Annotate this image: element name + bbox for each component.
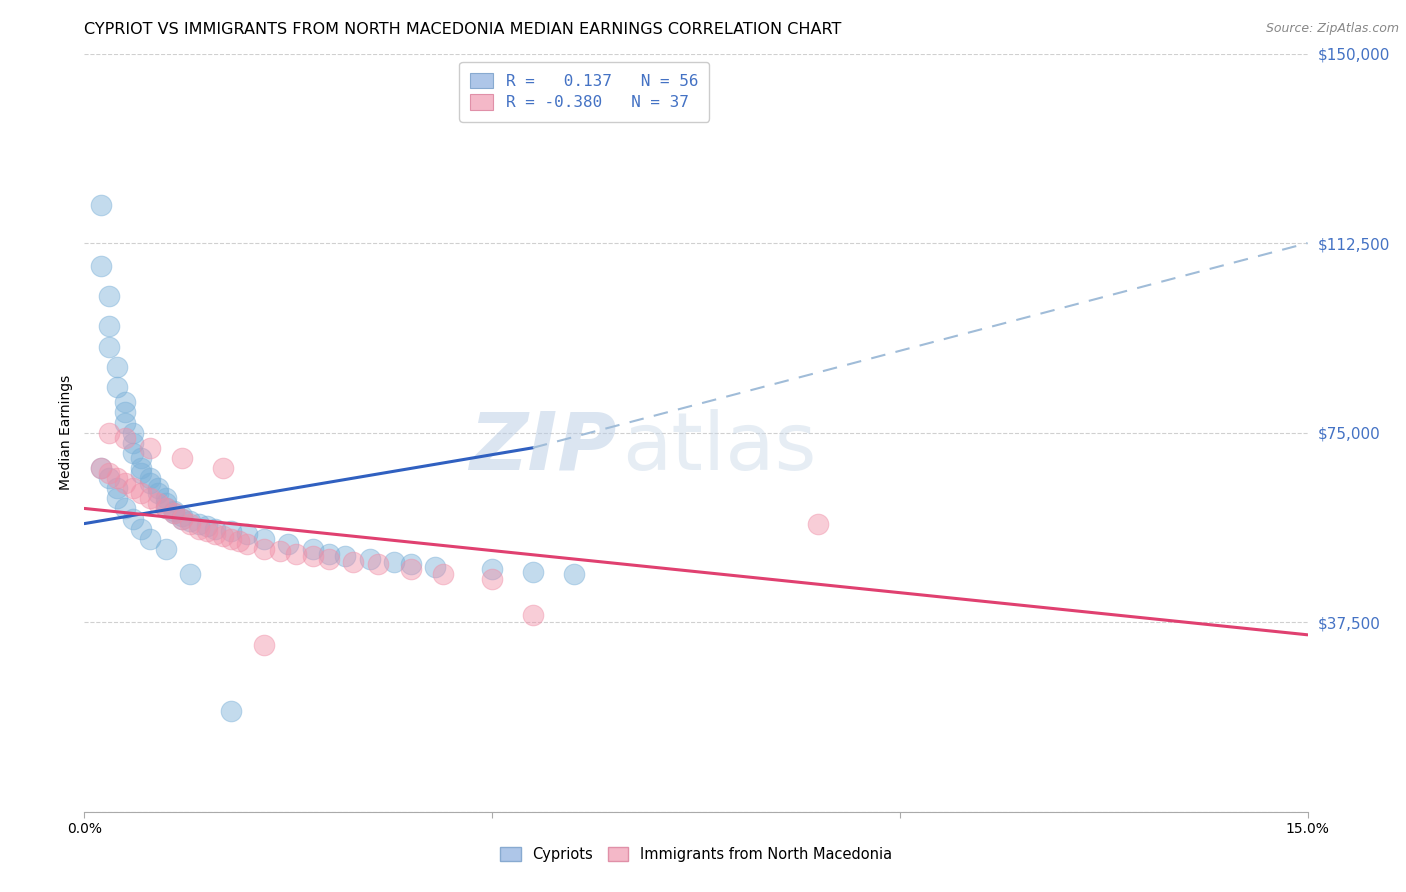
Point <box>122 511 145 525</box>
Point <box>114 501 136 516</box>
Point <box>269 544 291 558</box>
Point <box>562 567 585 582</box>
Point <box>481 562 503 576</box>
Point <box>131 450 153 465</box>
Point <box>172 508 194 523</box>
Point <box>155 491 177 506</box>
Point <box>122 481 145 495</box>
Point <box>97 289 120 303</box>
Text: Source: ZipAtlas.com: Source: ZipAtlas.com <box>1265 22 1399 36</box>
Y-axis label: Median Earnings: Median Earnings <box>59 375 73 491</box>
Point <box>228 534 250 549</box>
Point <box>97 319 120 334</box>
Point <box>114 416 136 430</box>
Point <box>277 537 299 551</box>
Point <box>97 471 120 485</box>
Point <box>399 557 422 571</box>
Point <box>105 491 128 506</box>
Point <box>204 526 226 541</box>
Point <box>301 549 323 564</box>
Point <box>138 471 160 485</box>
Text: CYPRIOT VS IMMIGRANTS FROM NORTH MACEDONIA MEDIAN EARNINGS CORRELATION CHART: CYPRIOT VS IMMIGRANTS FROM NORTH MACEDON… <box>84 22 842 37</box>
Point <box>179 514 201 528</box>
Point <box>236 537 259 551</box>
Point <box>236 526 259 541</box>
Legend: Cypriots, Immigrants from North Macedonia: Cypriots, Immigrants from North Macedoni… <box>494 839 898 869</box>
Point <box>90 461 112 475</box>
Point <box>163 507 186 521</box>
Point <box>131 466 153 480</box>
Point <box>219 704 242 718</box>
Point <box>131 461 153 475</box>
Point <box>155 496 177 510</box>
Text: ZIP: ZIP <box>470 409 616 487</box>
Point <box>195 519 218 533</box>
Point <box>318 552 340 566</box>
Point <box>138 441 160 455</box>
Point <box>122 425 145 440</box>
Point <box>172 511 194 525</box>
Point <box>423 559 446 574</box>
Point <box>807 516 830 531</box>
Point <box>155 541 177 556</box>
Point <box>195 524 218 539</box>
Point <box>301 541 323 556</box>
Point <box>155 501 177 516</box>
Point <box>97 425 120 440</box>
Point <box>179 516 201 531</box>
Point <box>212 461 235 475</box>
Point <box>90 259 112 273</box>
Point <box>146 486 169 500</box>
Point <box>138 491 160 506</box>
Point <box>97 340 120 354</box>
Point <box>253 532 276 546</box>
Point <box>122 435 145 450</box>
Text: atlas: atlas <box>623 409 817 487</box>
Point <box>105 380 128 394</box>
Point <box>114 405 136 419</box>
Point <box>163 507 186 521</box>
Point <box>522 607 544 622</box>
Point <box>105 481 128 495</box>
Point <box>105 359 128 374</box>
Point <box>146 496 169 510</box>
Point <box>219 524 242 539</box>
Point <box>114 395 136 409</box>
Point <box>122 446 145 460</box>
Point <box>342 554 364 569</box>
Point <box>114 476 136 491</box>
Point <box>253 638 276 652</box>
Point <box>253 541 276 556</box>
Point <box>131 522 153 536</box>
Point <box>146 481 169 495</box>
Point <box>481 572 503 586</box>
Point <box>155 501 177 516</box>
Point <box>163 504 186 518</box>
Point <box>90 198 112 212</box>
Point <box>382 554 405 569</box>
Point <box>97 466 120 480</box>
Point <box>204 522 226 536</box>
Point <box>187 516 209 531</box>
Point <box>359 552 381 566</box>
Point <box>318 547 340 561</box>
Point <box>105 471 128 485</box>
Point <box>172 511 194 525</box>
Point <box>285 547 308 561</box>
Point <box>90 461 112 475</box>
Point <box>367 557 389 571</box>
Point <box>335 549 357 564</box>
Point <box>114 431 136 445</box>
Point <box>172 450 194 465</box>
Point <box>179 567 201 582</box>
Point <box>399 562 422 576</box>
Point <box>432 567 454 582</box>
Point <box>212 529 235 543</box>
Point <box>522 565 544 579</box>
Point <box>187 522 209 536</box>
Point <box>219 532 242 546</box>
Point <box>138 476 160 491</box>
Point <box>138 532 160 546</box>
Point <box>131 486 153 500</box>
